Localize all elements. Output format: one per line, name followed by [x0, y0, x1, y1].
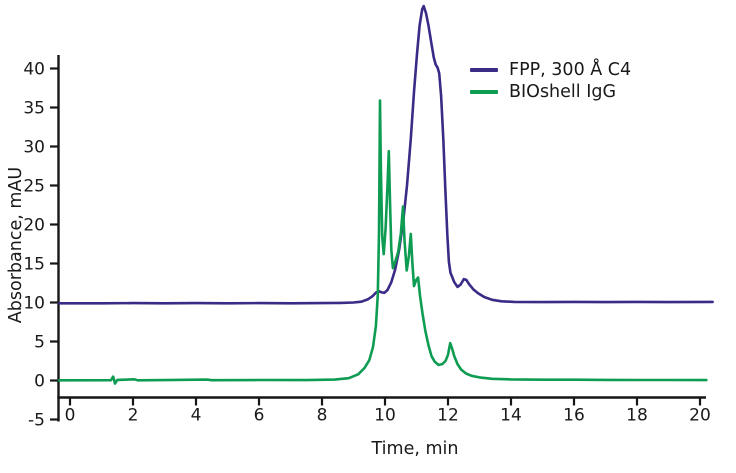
- y-tick-label: 40: [23, 60, 45, 80]
- y-tick-label: 20: [23, 216, 45, 236]
- y-tick-label: 0: [34, 372, 45, 392]
- x-tick-label: 2: [128, 406, 139, 426]
- x-tick-label: 12: [437, 406, 459, 426]
- y-tick-label: 10: [23, 294, 45, 314]
- x-tick-label: 14: [500, 406, 522, 426]
- x-tick-label: 10: [374, 406, 396, 426]
- legend-label-bioshell: BIOshell IgG: [509, 82, 617, 102]
- bioshell-line-swatch: [470, 90, 498, 94]
- y-tick-label: -5: [28, 411, 45, 431]
- legend-item-fpp: FPP, 300 Å C4: [470, 59, 631, 81]
- y-tick-label: 35: [23, 99, 45, 119]
- x-tick-label: 4: [191, 406, 202, 426]
- x-tick-label: 16: [563, 406, 585, 426]
- fpp-line-swatch: [470, 68, 498, 72]
- y-tick-label: 5: [34, 333, 45, 353]
- legend: FPP, 300 Å C4 BIOshell IgG: [470, 59, 631, 103]
- legend-item-bioshell: BIOshell IgG: [470, 81, 631, 103]
- y-tick-label: 25: [23, 177, 45, 197]
- x-tick-label: 18: [626, 406, 648, 426]
- series-bioshell-igg: [57, 99, 708, 385]
- y-tick-label: 15: [23, 255, 45, 275]
- x-tick-label: 8: [317, 406, 328, 426]
- y-tick-label: 30: [23, 138, 45, 158]
- x-tick-label: 6: [254, 406, 265, 426]
- series-fpp-300a-c4: [57, 4, 714, 305]
- y-axis-title: Absorbance, mAU: [6, 166, 26, 324]
- legend-label-fpp: FPP, 300 Å C4: [509, 60, 632, 80]
- x-tick-label: 20: [689, 406, 711, 426]
- x-tick-label: 0: [65, 406, 76, 426]
- x-axis-title: Time, min: [371, 439, 459, 459]
